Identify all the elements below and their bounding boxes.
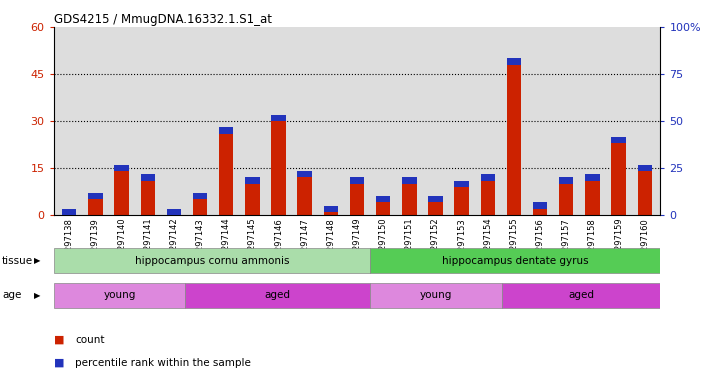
Text: tissue: tissue <box>2 256 34 266</box>
Text: count: count <box>75 335 104 345</box>
Bar <box>376 196 391 215</box>
Bar <box>402 177 416 215</box>
Text: ▶: ▶ <box>34 291 41 300</box>
Bar <box>89 193 103 199</box>
Bar <box>370 283 502 308</box>
Bar <box>507 58 521 215</box>
Bar <box>502 283 660 308</box>
Bar <box>298 171 312 177</box>
Text: ■: ■ <box>54 358 64 368</box>
Bar <box>454 180 469 215</box>
Bar <box>638 165 652 171</box>
Bar <box>166 209 181 215</box>
Bar <box>245 177 260 215</box>
Bar <box>402 177 416 184</box>
Bar <box>370 248 660 273</box>
Bar <box>219 127 233 134</box>
Bar <box>323 206 338 215</box>
Bar <box>481 174 495 215</box>
Bar <box>507 58 521 65</box>
Bar <box>585 174 600 215</box>
Bar <box>271 115 286 215</box>
Bar <box>638 165 652 215</box>
Bar <box>219 127 233 215</box>
Bar <box>350 177 364 215</box>
Text: GDS4215 / MmugDNA.16332.1.S1_at: GDS4215 / MmugDNA.16332.1.S1_at <box>54 13 271 26</box>
Bar <box>376 196 391 202</box>
Bar <box>245 177 260 184</box>
Bar <box>533 202 548 209</box>
Bar <box>62 209 76 215</box>
Bar <box>350 177 364 184</box>
Bar <box>141 174 155 180</box>
Bar <box>298 171 312 215</box>
Bar <box>559 177 573 184</box>
Bar <box>533 202 548 215</box>
Bar <box>611 137 625 215</box>
Bar <box>454 180 469 187</box>
Text: age: age <box>2 290 21 300</box>
Bar <box>323 206 338 212</box>
Text: young: young <box>420 290 453 300</box>
Bar <box>193 193 207 199</box>
Bar <box>186 283 370 308</box>
Text: percentile rank within the sample: percentile rank within the sample <box>75 358 251 368</box>
Text: hippocampus dentate gyrus: hippocampus dentate gyrus <box>442 256 588 266</box>
Bar <box>193 193 207 215</box>
Text: ▶: ▶ <box>34 256 41 265</box>
Bar <box>141 174 155 215</box>
Bar <box>481 174 495 180</box>
Bar <box>585 174 600 180</box>
Bar <box>271 115 286 121</box>
Bar <box>114 165 129 171</box>
Bar <box>166 209 181 215</box>
Bar <box>114 165 129 215</box>
Text: aged: aged <box>265 290 291 300</box>
Text: young: young <box>104 290 136 300</box>
Bar <box>54 283 186 308</box>
Bar <box>428 196 443 215</box>
Bar <box>559 177 573 215</box>
Bar <box>54 248 370 273</box>
Text: hippocampus cornu ammonis: hippocampus cornu ammonis <box>135 256 289 266</box>
Text: ■: ■ <box>54 335 64 345</box>
Bar <box>62 209 76 215</box>
Bar <box>611 137 625 143</box>
Bar <box>89 193 103 215</box>
Text: aged: aged <box>568 290 594 300</box>
Bar <box>428 196 443 202</box>
